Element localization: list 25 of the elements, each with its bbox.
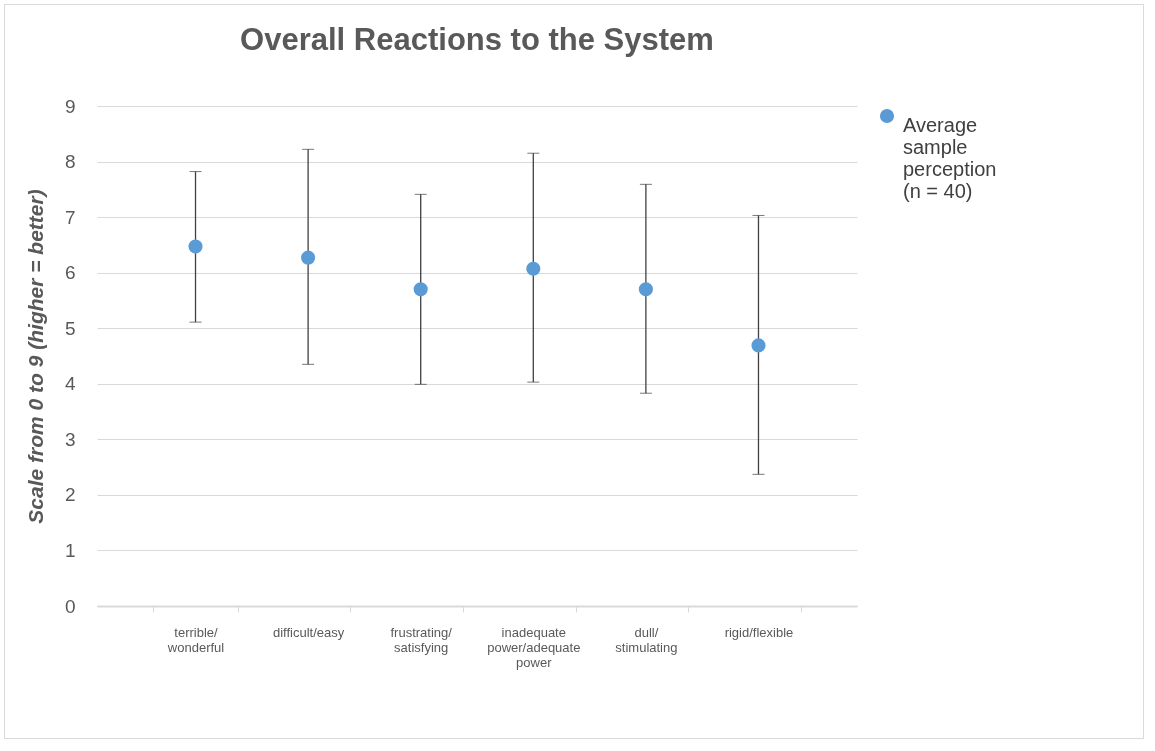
y-tick-label: 0	[64, 595, 76, 617]
chart-title: Overall Reactions to the System	[240, 22, 714, 57]
point	[638, 282, 653, 297]
y-tick-label: 3	[64, 428, 76, 450]
y-tick-label: 2	[64, 484, 76, 506]
x-tick-label: rigid/flexible	[724, 624, 794, 640]
point	[301, 250, 316, 265]
x-tick-label: inadequate power/adequate power	[487, 624, 581, 670]
y-tick-label: 8	[64, 151, 76, 173]
y-axis-title: Scale from 0 to 9 (higher = better)	[23, 189, 47, 524]
point	[188, 239, 203, 254]
x-tick-label: frustrating/satisfying	[390, 624, 453, 655]
y-tick-label: 5	[64, 317, 76, 339]
point	[526, 261, 541, 276]
y-tick-label: 9	[64, 95, 76, 117]
x-tick-label: terrible/wonderful	[166, 624, 225, 655]
y-tick-label: 7	[64, 206, 76, 228]
x-tick-label: difficult/easy	[272, 624, 345, 640]
y-tick-label: 1	[64, 539, 76, 561]
legend-label: Average sample perception (n = 40)	[903, 114, 997, 202]
point	[751, 338, 766, 353]
y-tick-label: 6	[64, 262, 76, 284]
x-tick-label: dull/stimulating	[615, 624, 678, 655]
y-tick-label: 4	[64, 373, 76, 395]
point	[413, 282, 428, 297]
